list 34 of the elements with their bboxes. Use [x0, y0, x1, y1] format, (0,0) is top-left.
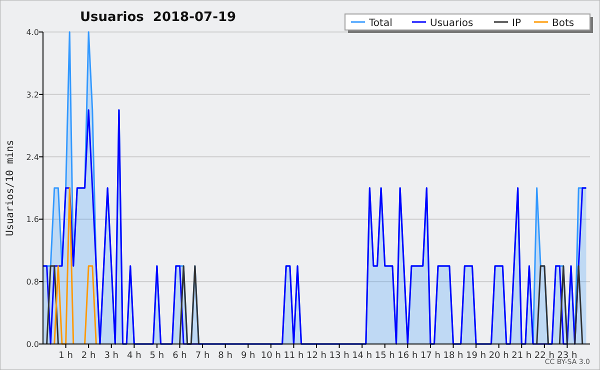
- x-tick-label: 20 h: [488, 351, 509, 361]
- line-series: [42, 109, 587, 345]
- x-tick-label: 1 h: [58, 351, 73, 361]
- x-tick-label: 21 h: [512, 351, 532, 361]
- y-tick-label: 3.2: [26, 90, 39, 100]
- chart-title: Usuarios 2018-07-19: [80, 10, 236, 25]
- x-tick-label: 16 h: [398, 351, 418, 361]
- legend-label: Total: [368, 18, 392, 29]
- x-tick-label: 9 h: [240, 351, 256, 361]
- x-tick-label: 4 h: [127, 351, 142, 361]
- x-tick-label: 19 h: [466, 351, 486, 361]
- x-tick-label: 5 h: [150, 351, 164, 361]
- legend-label: IP: [512, 18, 521, 29]
- x-tick-label: 8 h: [218, 351, 232, 361]
- y-tick-label: 2.4: [26, 152, 39, 162]
- x-tick-label: 13 h: [329, 351, 350, 361]
- x-tick-label: 3 h: [104, 351, 119, 361]
- y-tick-label: 4.0: [26, 28, 39, 37]
- legend-label: Usuarios: [430, 18, 474, 29]
- x-tick-label: 6 h: [172, 351, 187, 361]
- x-tick-label: 18 h: [443, 351, 464, 361]
- x-tick-label: 12 h: [306, 351, 327, 361]
- y-tick-label: 0.0: [26, 340, 39, 349]
- y-tick-label: 1.6: [26, 215, 39, 224]
- x-tick-label: 2 h: [81, 351, 96, 361]
- x-tick-label: 10 h: [260, 351, 281, 361]
- y-tick-label: 0.8: [26, 278, 39, 287]
- x-tick-label: 14 h: [352, 351, 372, 361]
- x-tick-label: 7 h: [195, 351, 210, 361]
- y-axis-title: Usuarios/10 mins: [5, 140, 16, 236]
- x-tick-label: 11 h: [284, 351, 304, 361]
- x-tick-label: 17 h: [420, 351, 440, 361]
- x-tick-label: 15 h: [374, 351, 395, 361]
- legend-label: Bots: [552, 18, 574, 29]
